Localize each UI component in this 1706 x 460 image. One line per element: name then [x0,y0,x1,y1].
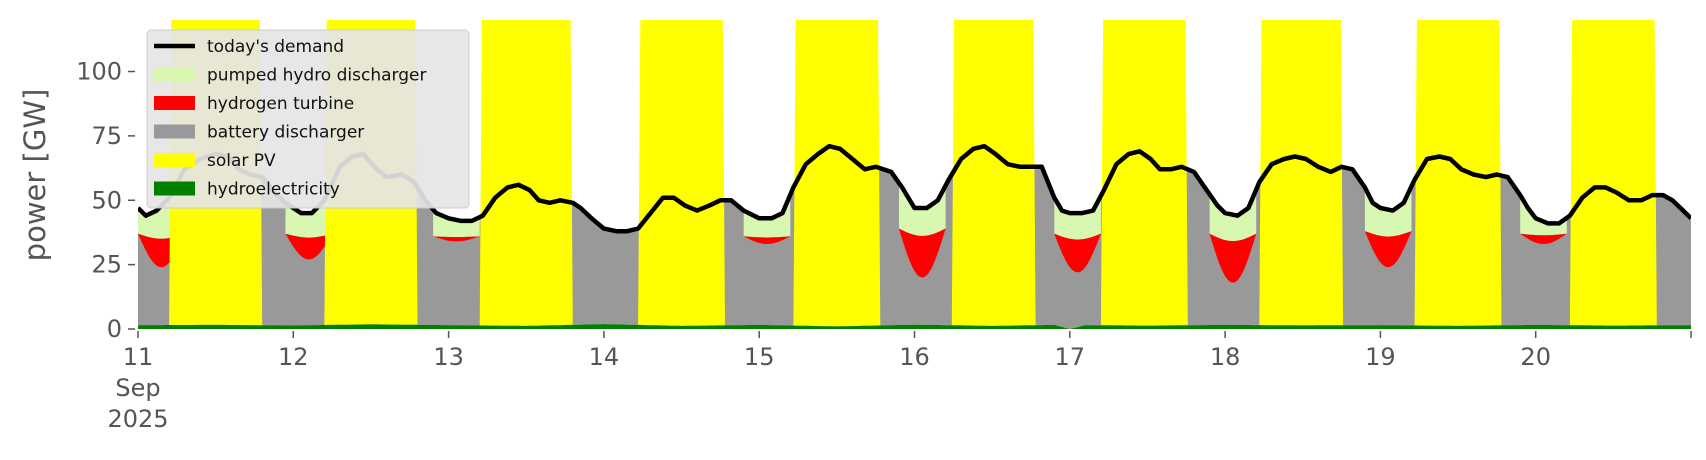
x-tick-label: 20 [1520,343,1551,371]
x-tick-label: 16 [899,343,930,371]
pumped-hydro-discharger-area [433,209,480,238]
legend-swatch-hydroelectricity [154,181,195,196]
solar-pv-area [793,20,881,327]
solar-pv-area [479,20,573,326]
y-tick-label: 50 [91,186,122,214]
legend-label-pumped-hydro-discharger: pumped hydro discharger [207,66,426,86]
hydrogen-turbine-area [433,236,480,242]
legend-swatch-pumped-hydro-discharger [154,67,195,82]
x-tick-label: 11 [123,343,154,371]
pumped-hydro-discharger-area [285,183,333,238]
hydroelectricity-area [138,324,1691,329]
y-axis-label: power [GW] [18,89,52,262]
x-tick-label: 17 [1055,343,1086,371]
x-tick-sublabel: 2025 [107,405,168,433]
legend-label-battery-discharger: battery discharger [207,123,364,143]
x-tick-sublabel: Sep [115,374,160,402]
x-tick-label: 13 [433,343,464,371]
hydrogen-turbine-area [899,228,946,278]
pumped-hydro-discharger-area [743,194,791,238]
hydrogen-turbine-area [1209,233,1257,283]
hydrogen-turbine-area [1364,231,1412,268]
solar-pv-area [1259,20,1344,326]
hydrogen-turbine-area [285,233,333,260]
legend-swatch-battery-discharger [154,124,195,139]
x-tick-label: 14 [589,343,620,371]
solar-pv-area [638,20,725,326]
solar-pv-area [951,20,1036,326]
x-tick-label: 15 [744,343,775,371]
legend-swatch-solar-pv [154,153,195,167]
x-tick-label: 19 [1365,343,1396,371]
legend-box [146,29,470,209]
y-tick-label: 75 [91,122,122,150]
legend-label-solar-pv: solar PV [207,151,276,171]
legend-label-hydroelectricity: hydroelectricity [207,180,340,200]
pumped-hydro-discharger-area [1520,195,1567,236]
x-tick-label: 18 [1210,343,1241,371]
hydrogen-turbine-area [1054,233,1101,273]
legend-label-today-s-demand: today's demand [207,37,344,57]
hydrogen-turbine-area [743,236,791,244]
legend-label-hydrogen-turbine: hydrogen turbine [207,94,354,114]
y-tick-label: 25 [91,251,122,279]
y-tick-label: 0 [107,315,122,343]
solar-pv-area [1100,20,1188,326]
solar-pv-area [1569,20,1657,326]
solar-pv-area [1414,20,1502,326]
pumped-hydro-discharger-area [1054,195,1101,240]
hydrogen-turbine-area [1520,233,1567,244]
y-tick-label: 100 [76,58,122,86]
x-tick-label: 12 [278,343,309,371]
legend-swatch-hydrogen-turbine [154,96,195,110]
